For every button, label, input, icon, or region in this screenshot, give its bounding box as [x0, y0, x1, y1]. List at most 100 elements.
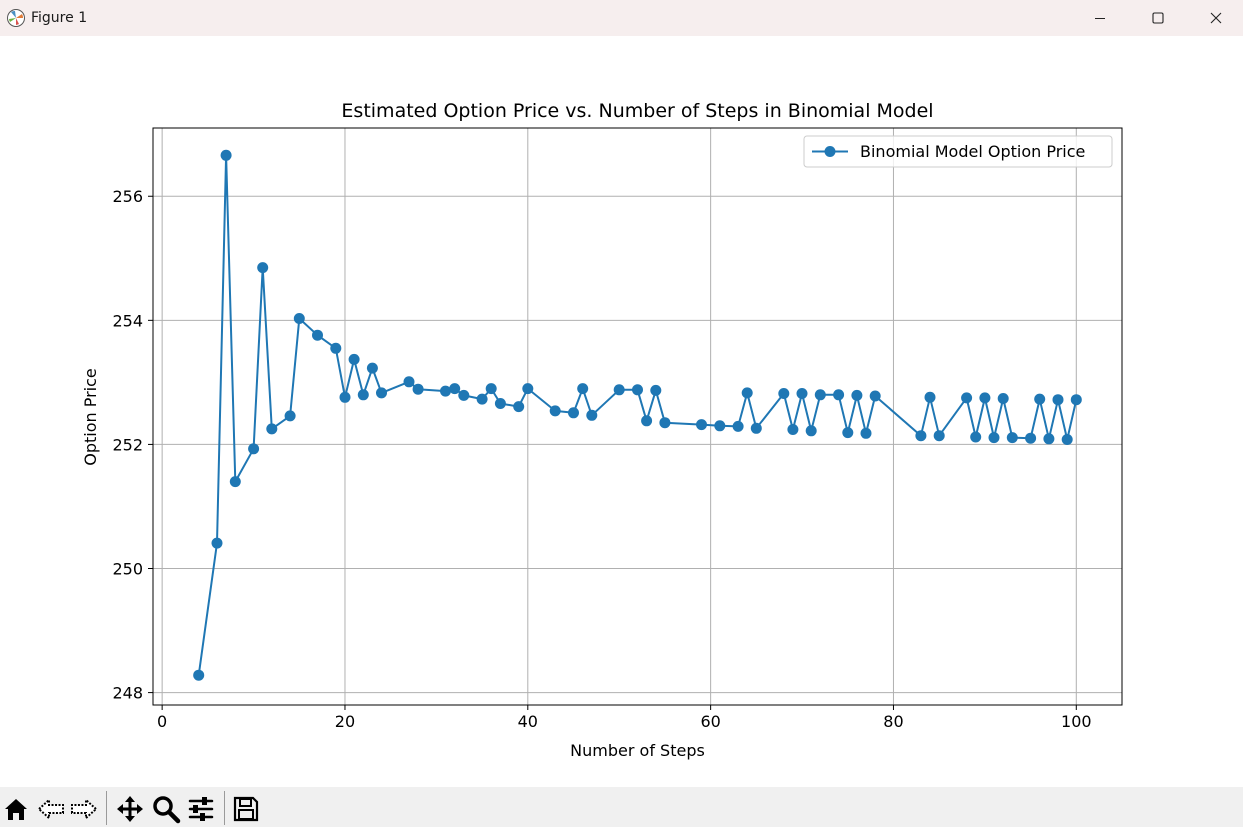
back-button[interactable] [36, 794, 66, 824]
legend-box [803, 135, 1113, 168]
data-point [860, 427, 872, 439]
data-point [211, 537, 223, 549]
data-point [312, 329, 323, 341]
data-point [988, 432, 1000, 444]
y-tick-label: 252 [112, 435, 143, 454]
data-point [787, 424, 799, 435]
configure-subplots-button[interactable] [186, 794, 216, 824]
data-point [348, 353, 360, 365]
zoom-button[interactable] [151, 794, 181, 824]
pan-button[interactable] [115, 794, 145, 824]
forward-arrow-icon [71, 797, 98, 821]
plot-frame [152, 127, 1123, 706]
data-point [805, 425, 817, 437]
data-point [741, 387, 753, 399]
data-point [650, 384, 662, 396]
data-point [476, 393, 488, 405]
data-point [412, 383, 424, 395]
x-tick-label: 100 [1061, 712, 1092, 731]
save-icon [233, 796, 259, 822]
window-titlebar: Figure 1 [0, 0, 1243, 36]
x-tick-label: 80 [883, 712, 903, 731]
home-icon [5, 799, 27, 820]
data-point [1070, 394, 1082, 406]
data-point [220, 149, 232, 161]
data-point [586, 409, 598, 421]
data-point [293, 313, 305, 324]
x-tick-label: 20 [335, 712, 355, 731]
data-point [814, 389, 826, 401]
x-tick-label: 0 [157, 712, 167, 731]
zoom-icon [153, 796, 181, 824]
data-point [449, 383, 461, 395]
data-point [979, 392, 991, 404]
minimize-button[interactable] [1071, 0, 1129, 36]
close-icon [1210, 12, 1222, 24]
data-point [613, 384, 625, 396]
save-button[interactable] [231, 794, 261, 824]
y-axis-label: Option Price [81, 368, 100, 466]
data-point [403, 376, 415, 388]
maximize-button[interactable] [1129, 0, 1187, 36]
toolbar-separator [106, 791, 107, 825]
data-point [750, 422, 762, 434]
data-point [330, 342, 342, 354]
data-point [568, 407, 579, 419]
y-tick-label: 250 [112, 560, 143, 579]
data-point [440, 385, 451, 397]
close-button[interactable] [1187, 0, 1243, 36]
data-point [485, 383, 497, 395]
figure-canvas: 0 20 40 60 80 100 248 250 252 254 256 Estimated Op… [0, 36, 1243, 787]
data-point [961, 392, 973, 404]
line-chart: 0 20 40 60 80 100 248 250 252 254 256 Estimated Op… [81, 100, 1123, 760]
data-point [284, 410, 296, 422]
x-axis-label: Number of Steps [570, 741, 705, 760]
legend: Binomial Model Option Price [803, 135, 1113, 168]
data-point [851, 389, 863, 401]
navigation-toolbar [0, 787, 1243, 827]
data-point [577, 383, 589, 395]
data-point [641, 415, 653, 427]
data-point [915, 430, 927, 442]
data-point [339, 391, 351, 403]
home-button[interactable] [1, 794, 31, 824]
data-point [632, 384, 643, 396]
data-point [513, 401, 525, 413]
data-point [1006, 432, 1018, 444]
data-point [732, 420, 744, 432]
data-point [266, 423, 278, 435]
x-tick-label: 60 [700, 712, 720, 731]
minimize-icon [1095, 18, 1105, 19]
data-point [997, 393, 1009, 404]
chart-title: Estimated Option Price vs. Number of Ste… [341, 100, 933, 122]
data-point [248, 443, 260, 455]
forward-button[interactable] [69, 794, 99, 824]
data-point [257, 262, 269, 274]
data-point [357, 389, 369, 401]
data-point [842, 427, 854, 439]
data-point [714, 420, 726, 432]
data-point [1061, 434, 1073, 445]
y-tick-label: 256 [112, 187, 143, 206]
data-point [522, 383, 534, 395]
series-line [197, 154, 1078, 676]
data-point [778, 388, 790, 399]
legend-label: Binomial Model Option Price [860, 142, 1085, 161]
data-point [1034, 393, 1046, 405]
data-point [869, 390, 881, 402]
maximize-icon [1152, 12, 1164, 24]
data-point [933, 430, 945, 442]
data-point [229, 476, 241, 488]
data-point [796, 388, 808, 399]
toolbar-separator [224, 791, 225, 825]
data-point [1052, 394, 1064, 406]
data-point [696, 419, 707, 431]
data-point [366, 362, 378, 374]
series-layer [193, 149, 1082, 681]
x-tick-label: 40 [518, 712, 538, 731]
data-point [924, 391, 936, 403]
data-point [833, 389, 845, 401]
data-point [970, 431, 982, 443]
grid-lines [153, 128, 1122, 705]
pan-icon [117, 796, 143, 822]
